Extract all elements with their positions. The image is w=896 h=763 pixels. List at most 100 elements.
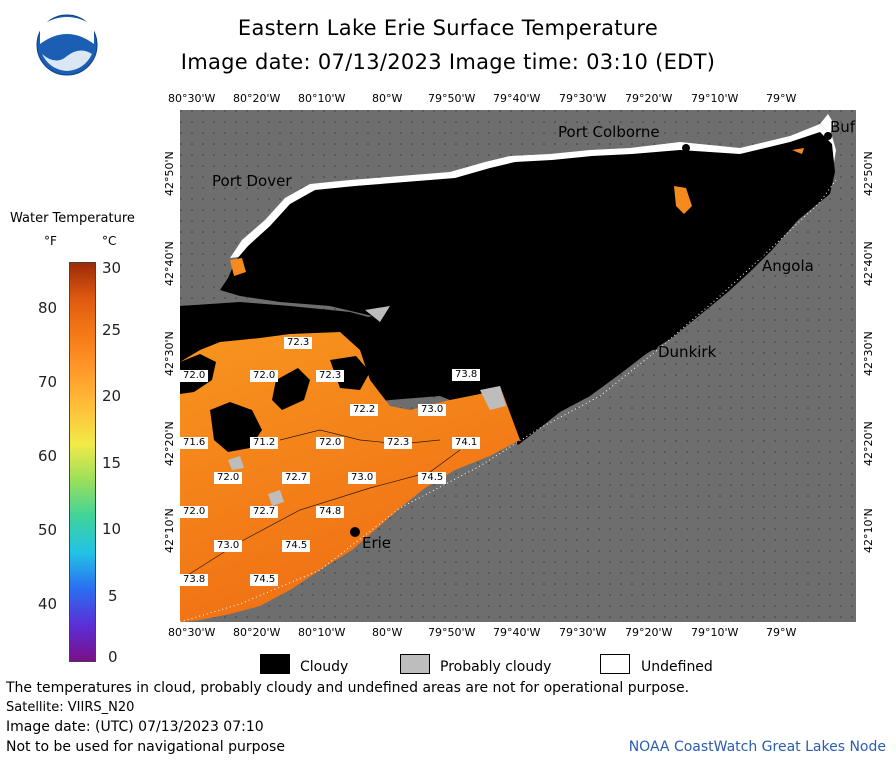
colorbar-f-tick: 70 bbox=[38, 373, 58, 391]
right-tick: 42°50'N bbox=[862, 151, 875, 196]
colorbar-c-tick: 20 bbox=[102, 387, 122, 405]
city-label-port-dover: Port Dover bbox=[212, 172, 292, 190]
bottom-tick: 79°40'W bbox=[493, 626, 541, 639]
colorbar-c-tick: 10 bbox=[102, 520, 122, 538]
temp-label: 72.3 bbox=[384, 437, 413, 449]
temp-label: 72.7 bbox=[250, 506, 279, 518]
right-tick: 42°20'N bbox=[862, 421, 875, 466]
legend-label-undefined: Undefined bbox=[641, 659, 713, 675]
warm-spot bbox=[792, 148, 804, 154]
lake-erie-map bbox=[180, 110, 856, 622]
footer-credit: NOAA CoastWatch Great Lakes Node bbox=[628, 739, 886, 755]
top-tick: 79°20'W bbox=[625, 92, 673, 105]
colorbar-c-tick: 25 bbox=[102, 321, 122, 339]
probably-cloudy-patch bbox=[228, 456, 244, 470]
probably-cloudy-patch bbox=[480, 386, 506, 410]
colorbar-unit-f: °F bbox=[44, 234, 57, 248]
temp-label: 72.0 bbox=[214, 472, 243, 484]
legend-label-cloudy: Cloudy bbox=[300, 659, 349, 675]
warm-spot bbox=[230, 258, 246, 276]
isotherm bbox=[279, 429, 441, 445]
colorbar-unit-c: °C bbox=[102, 234, 117, 248]
city-label-angola: Angola bbox=[762, 257, 814, 275]
bottom-tick: 79°30'W bbox=[559, 626, 607, 639]
cloud-patch bbox=[272, 368, 310, 410]
temp-label: 72.0 bbox=[316, 437, 345, 449]
bottom-tick: 80°W bbox=[372, 626, 403, 639]
bottom-tick: 80°30'W bbox=[168, 626, 216, 639]
left-tick: 42°30'N bbox=[163, 331, 176, 376]
map-subtitle: Image date: 07/13/2023 Image time: 03:10… bbox=[180, 50, 716, 74]
footer-disclaimer: The temperatures in cloud, probably clou… bbox=[6, 680, 690, 696]
top-tick: 79°W bbox=[766, 92, 797, 105]
temp-label: 74.5 bbox=[418, 472, 447, 484]
top-tick: 80°20'W bbox=[233, 92, 281, 105]
city-marker-angola bbox=[756, 250, 764, 258]
cloud-patch bbox=[210, 402, 262, 452]
city-label-port-colborne: Port Colborne bbox=[558, 123, 660, 141]
city-marker-buffalo bbox=[824, 132, 832, 140]
cloud-cover-west bbox=[180, 302, 372, 362]
footer-satellite: Satellite: VIIRS_N20 bbox=[6, 700, 135, 715]
temp-label: 74.1 bbox=[452, 437, 481, 449]
colorbar-title: Water Temperature bbox=[10, 211, 135, 226]
colorbar-c-tick: 0 bbox=[108, 648, 118, 666]
colorbar bbox=[69, 262, 96, 662]
colorbar-c-tick: 5 bbox=[108, 587, 118, 605]
map-title: Eastern Lake Erie Surface Temperature bbox=[237, 16, 659, 40]
top-tick: 79°30'W bbox=[559, 92, 607, 105]
temp-label: 73.8 bbox=[452, 369, 481, 381]
city-label-dunkirk: Dunkirk bbox=[658, 343, 717, 361]
legend-label-probably-cloudy: Probably cloudy bbox=[440, 659, 552, 675]
top-tick: 79°10'W bbox=[691, 92, 739, 105]
bottom-tick: 80°10'W bbox=[298, 626, 346, 639]
top-tick: 80°30'W bbox=[168, 92, 216, 105]
right-tick: 42°30'N bbox=[862, 331, 875, 376]
colorbar-f-tick: 60 bbox=[38, 447, 58, 465]
temp-label: 73.0 bbox=[418, 404, 447, 416]
colorbar-f-tick: 50 bbox=[38, 521, 58, 539]
temp-label: 72.3 bbox=[316, 370, 345, 382]
map-frame bbox=[180, 110, 856, 622]
top-tick: 80°10'W bbox=[298, 92, 346, 105]
city-label-erie: Erie bbox=[362, 534, 392, 552]
temp-label: 71.2 bbox=[250, 437, 279, 449]
colorbar-c-tick: 30 bbox=[102, 259, 122, 277]
legend-swatch-probably-cloudy bbox=[400, 654, 430, 674]
legend-swatch-undefined bbox=[600, 654, 630, 674]
legend-swatch-cloudy bbox=[260, 654, 290, 674]
bottom-tick: 79°10'W bbox=[691, 626, 739, 639]
temp-label: 72.0 bbox=[180, 506, 209, 518]
temp-label: 72.0 bbox=[250, 370, 279, 382]
temp-label: 74.5 bbox=[250, 574, 279, 586]
top-tick: 79°40'W bbox=[493, 92, 541, 105]
temp-label: 73.0 bbox=[214, 540, 243, 552]
bottom-tick: 79°W bbox=[766, 626, 797, 639]
temp-label: 73.0 bbox=[348, 472, 377, 484]
colorbar-f-tick: 40 bbox=[38, 595, 58, 613]
colorbar-c-tick: 15 bbox=[102, 454, 122, 472]
svg-text:NOAA: NOAA bbox=[54, 35, 80, 45]
temp-label: 74.8 bbox=[316, 506, 345, 518]
probably-cloudy-patch bbox=[268, 490, 284, 506]
temp-label: 74.5 bbox=[282, 540, 311, 552]
footer-nav-warning: Not to be used for navigational purpose bbox=[6, 739, 285, 755]
right-tick: 42°10'N bbox=[862, 508, 875, 553]
warm-spot bbox=[674, 186, 692, 214]
top-tick: 80°W bbox=[372, 92, 403, 105]
left-tick: 42°50'N bbox=[163, 151, 176, 196]
temp-label: 73.8 bbox=[180, 574, 209, 586]
bottom-tick: 79°20'W bbox=[625, 626, 673, 639]
left-tick: 42°20'N bbox=[163, 421, 176, 466]
city-marker-erie bbox=[350, 527, 360, 537]
colorbar-f-tick: 80 bbox=[38, 299, 58, 317]
temp-label: 72.0 bbox=[180, 370, 209, 382]
city-marker-dunkirk bbox=[650, 342, 658, 350]
temp-label: 72.7 bbox=[282, 472, 311, 484]
probably-cloudy-patch bbox=[365, 306, 390, 322]
bottom-tick: 79°50'W bbox=[428, 626, 476, 639]
buffalo-outlet bbox=[820, 114, 834, 134]
noaa-logo: NOAA bbox=[36, 14, 98, 76]
temp-label: 72.2 bbox=[350, 404, 379, 416]
city-label-buffalo: Buf bbox=[830, 118, 856, 136]
